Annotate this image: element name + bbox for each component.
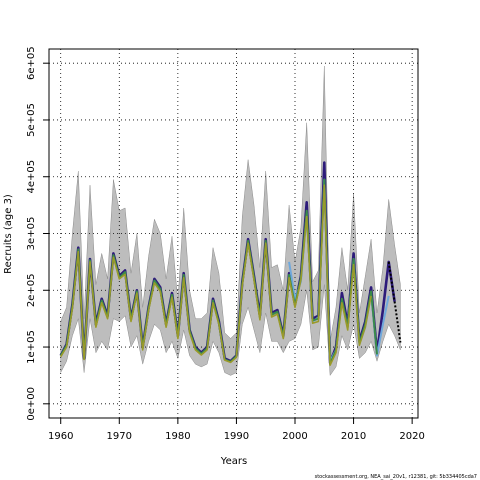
x-tick-label: 2020 — [399, 431, 424, 442]
projection-line — [387, 261, 402, 343]
y-tick-label: 2e+05 — [26, 273, 37, 307]
series-line-4 — [60, 184, 372, 367]
x-tick-label: 2010 — [341, 431, 366, 442]
gridlines — [49, 49, 418, 418]
x-axis: 1960 1970 1980 1990 2000 2010 2020 — [48, 418, 425, 442]
y-tick-label: 4e+05 — [26, 160, 37, 194]
x-tick-label: 1990 — [224, 431, 249, 442]
x-axis-title: Years — [220, 456, 247, 467]
footer-source: stockassessment.org, NEA_sai_20v1, r1238… — [315, 474, 477, 480]
y-tick-label: 6e+05 — [26, 46, 37, 80]
y-axis-title: Recruits (age 3) — [3, 194, 14, 274]
y-tick-label: 5e+05 — [26, 103, 37, 137]
confidence-band — [60, 65, 401, 377]
confidence-band-layer — [60, 65, 401, 377]
x-tick-label: 1960 — [48, 431, 73, 442]
y-tick-label: 1e+05 — [26, 330, 37, 364]
x-tick-label: 1980 — [165, 431, 190, 442]
y-tick-label: 0e+00 — [26, 387, 37, 421]
y-axis: 0e+00 1e+05 2e+05 3e+05 4e+05 5e+05 6e+05 — [26, 46, 49, 421]
x-tick-label: 1970 — [107, 431, 132, 442]
y-tick-label: 3e+05 — [26, 217, 37, 251]
series-layer — [59, 161, 402, 367]
x-tick-label: 2000 — [282, 431, 307, 442]
